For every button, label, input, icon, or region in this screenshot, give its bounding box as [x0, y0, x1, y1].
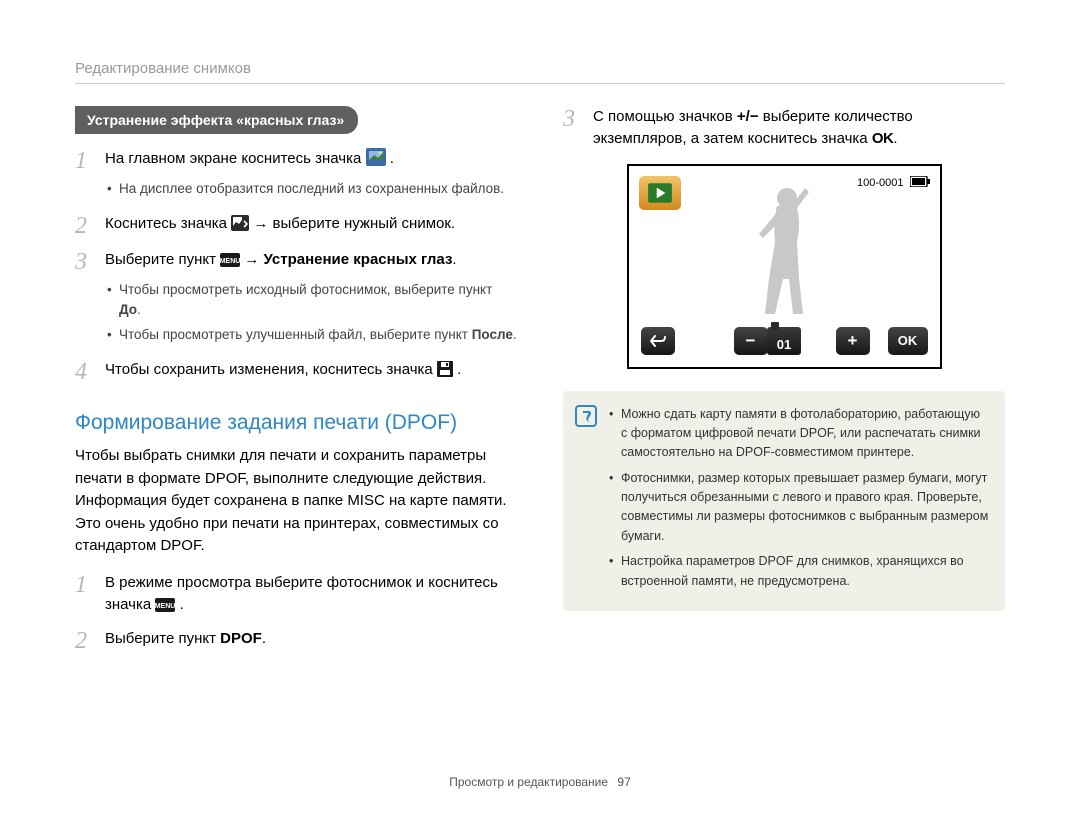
note-item: Фотоснимки, размер которых превышает раз…	[609, 469, 989, 547]
paragraph: Чтобы выбрать снимки для печати и сохран…	[75, 445, 517, 558]
bullet: Чтобы просмотреть улучшенный файл, выбер…	[105, 325, 517, 345]
menu-icon: MENU	[220, 252, 240, 274]
step-number: 1	[75, 572, 93, 619]
section-title: Формирование задания печати (DPOF)	[75, 411, 517, 435]
step-number: 1	[75, 148, 93, 203]
step-number: 2	[75, 628, 93, 654]
right-step-3: 3 С помощью значков +/− выберите количес…	[563, 106, 1005, 150]
bullet-text: Чтобы просмотреть исходный фотоснимок, в…	[119, 282, 492, 297]
step-4: 4 Чтобы сохранить изменения, коснитесь з…	[75, 359, 517, 385]
step-body: В режиме просмотра выберите фотоснимок и…	[105, 572, 517, 619]
step-text: С помощью значков	[593, 108, 737, 125]
step2-1: 1 В режиме просмотра выберите фотоснимок…	[75, 572, 517, 619]
photo-arrow-icon	[231, 215, 249, 238]
ok-label: OK	[898, 333, 918, 348]
footer-section: Просмотр и редактирование	[449, 775, 608, 789]
ok-glyph: OK	[872, 130, 894, 147]
step-2: 2 Коснитесь значка → выберите нужный сни…	[75, 213, 517, 239]
step-text: Выберите пункт	[105, 251, 220, 268]
step-text: .	[180, 596, 184, 613]
save-icon	[437, 361, 453, 384]
step-text: Чтобы сохранить изменения, коснитесь зна…	[105, 361, 437, 378]
bullet-text: Чтобы просмотреть улучшенный файл, выбер…	[119, 327, 472, 342]
note-box: Можно сдать карту памяти в фотолаборатор…	[563, 391, 1005, 611]
step-text: →	[244, 251, 263, 268]
sub-bullets: На дисплее отобразится последний из сохр…	[105, 179, 517, 199]
step-body: Коснитесь значка → выберите нужный снимо…	[105, 213, 517, 239]
step-number: 4	[75, 359, 93, 385]
left-column: Устранение эффекта «красных глаз» 1 На г…	[75, 106, 517, 665]
bullet-bold: До	[119, 302, 137, 317]
step-3: 3 Выберите пункт MENU → Устранение красн…	[75, 249, 517, 349]
step2-2: 2 Выберите пункт DPOF.	[75, 628, 517, 654]
note-item: Можно сдать карту памяти в фотолаборатор…	[609, 405, 989, 463]
page-header: Редактирование снимков	[75, 60, 1005, 84]
content-columns: Устранение эффекта «красных глаз» 1 На г…	[75, 106, 1005, 665]
bullet-bold: После	[472, 327, 513, 342]
section-pill: Устранение эффекта «красных глаз»	[75, 106, 358, 134]
battery-icon	[910, 176, 930, 190]
step-text: .	[457, 361, 461, 378]
step-number: 2	[75, 213, 93, 239]
back-button[interactable]	[641, 327, 675, 355]
step-1: 1 На главном экране коснитесь значка . Н…	[75, 148, 517, 203]
sub-bullets: Чтобы просмотреть исходный фотоснимок, в…	[105, 280, 517, 345]
step-text: Выберите пункт	[105, 630, 220, 647]
bullet-text: .	[513, 327, 517, 342]
step-body: Выберите пункт MENU → Устранение красных…	[105, 249, 517, 349]
step-body: На главном экране коснитесь значка . На …	[105, 148, 517, 203]
ok-button[interactable]: OK	[888, 327, 928, 355]
step-text-bold: Устранение красных глаз	[264, 251, 453, 268]
step-text: → выберите нужный снимок.	[253, 215, 455, 232]
step-text: Коснитесь значка	[105, 215, 231, 232]
note-item: Настройка параметров DPOF для снимков, х…	[609, 552, 989, 591]
page-number: 97	[617, 775, 630, 789]
bullet: Чтобы просмотреть исходный фотоснимок, в…	[105, 280, 517, 321]
step-text: .	[893, 130, 897, 147]
breadcrumb: Редактирование снимков	[75, 60, 251, 77]
bullet-text: .	[137, 302, 141, 317]
step-body: Чтобы сохранить изменения, коснитесь зна…	[105, 359, 517, 385]
silhouette-image	[739, 184, 829, 324]
play-thumb-icon[interactable]	[639, 176, 681, 210]
bullet: На дисплее отобразится последний из сохр…	[105, 179, 517, 199]
svg-text:MENU: MENU	[220, 258, 240, 265]
minus-button[interactable]: −	[734, 327, 768, 355]
step-text-bold: DPOF	[220, 630, 262, 647]
menu-icon: MENU	[155, 597, 175, 619]
note-list: Можно сдать карту памяти в фотолаборатор…	[609, 405, 989, 591]
album-icon	[366, 148, 386, 173]
step-text: .	[452, 251, 456, 268]
page-footer: Просмотр и редактирование 97	[0, 775, 1080, 789]
step-body: Выберите пункт DPOF.	[105, 628, 517, 654]
status-bar: 100-0001	[857, 176, 930, 190]
copies-count: 01	[767, 327, 801, 355]
right-column: 3 С помощью значков +/− выберите количес…	[563, 106, 1005, 665]
step-number: 3	[563, 106, 581, 150]
step-text: На главном экране коснитесь значка	[105, 150, 366, 167]
step-number: 3	[75, 249, 93, 349]
step-text: .	[262, 630, 266, 647]
svg-text:MENU: MENU	[155, 603, 175, 610]
plus-minus-glyph: +/−	[737, 108, 759, 125]
file-number: 100-0001	[857, 177, 904, 189]
step-text: .	[390, 150, 394, 167]
camera-screen: 100-0001 − 01	[627, 164, 942, 369]
info-icon	[575, 405, 597, 427]
step-body: С помощью значков +/− выберите количеств…	[593, 106, 1005, 150]
count-value: 01	[777, 337, 791, 352]
plus-button[interactable]: +	[836, 327, 870, 355]
